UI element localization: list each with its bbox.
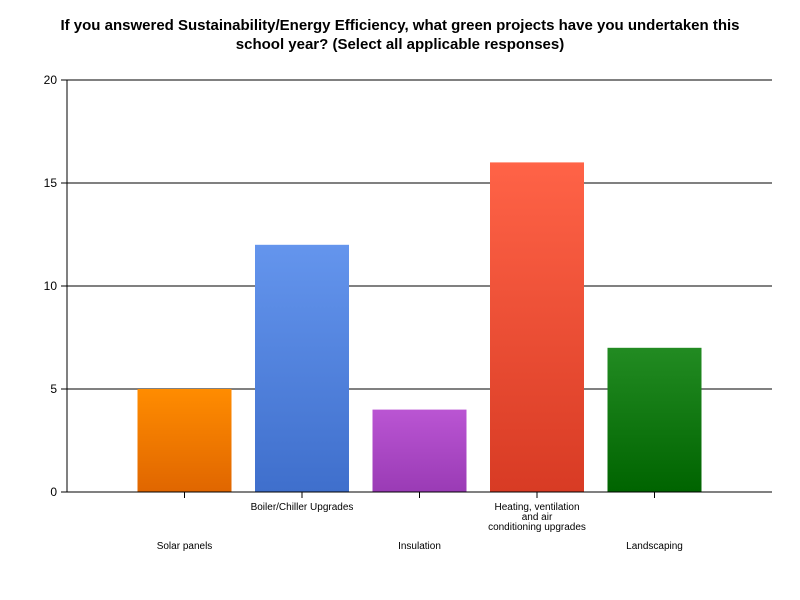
y-tick-label: 10 <box>44 279 58 293</box>
bar-4 <box>607 347 702 492</box>
x-tick-label: Heating, ventilation and air conditioning … <box>488 502 586 533</box>
y-tick-label: 0 <box>50 485 57 499</box>
bar-0 <box>137 389 232 492</box>
bar-2 <box>372 409 467 492</box>
y-tick-label: 15 <box>44 176 58 190</box>
axes <box>61 79 772 498</box>
y-tick-label: 20 <box>44 73 58 87</box>
bar-1 <box>255 244 349 492</box>
bars <box>137 162 702 492</box>
bar-3 <box>490 162 584 492</box>
chart-title: If you answered Sustainability/Energy Ef… <box>40 16 760 54</box>
x-tick-label: Landscaping <box>626 541 683 552</box>
chart-title-line-1: If you answered Sustainability/Energy Ef… <box>60 17 740 34</box>
y-tick-label: 5 <box>50 382 57 396</box>
x-tick-label: Boiler/Chiller Upgrades <box>251 502 354 513</box>
x-tick-label: Insulation <box>398 541 441 552</box>
gridlines <box>67 79 772 390</box>
x-tick-label: Solar panels <box>157 541 213 552</box>
chart-title-line-2: school year? (Select all applicable resp… <box>235 36 565 53</box>
tick-labels: 0 5 10 15 20 Solar panels Boiler/Chiller Upgra… <box>44 73 683 552</box>
